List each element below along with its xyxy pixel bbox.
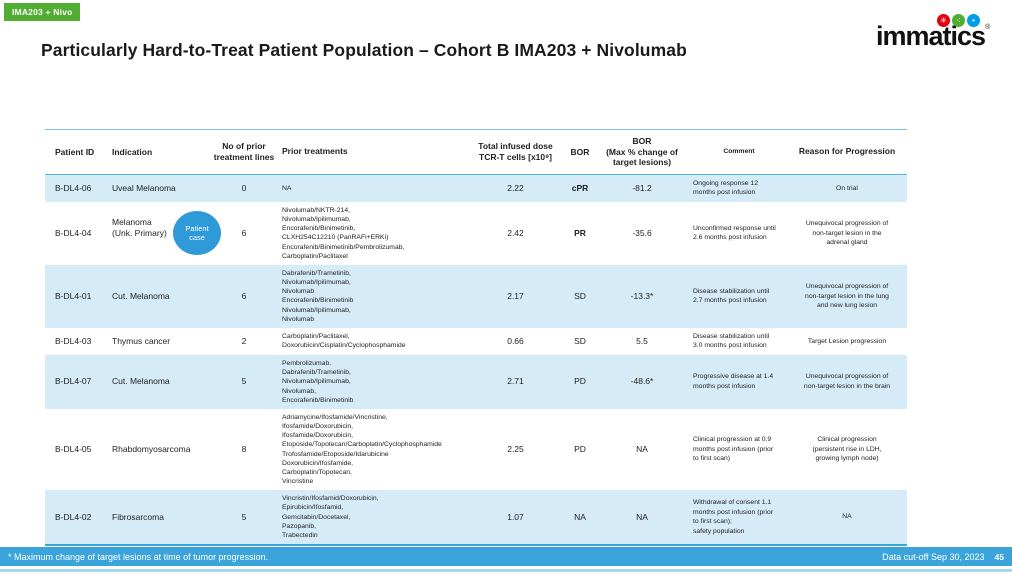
registered-mark: ®	[985, 24, 990, 31]
col-header-bor: BOR	[570, 146, 590, 157]
col-header-bor-change: BOR (Max % change of target lesions)	[606, 136, 678, 168]
comment-cell: Disease stabilization until 3.0 months p…	[693, 332, 770, 350]
bor-change-cell: 5.5	[636, 335, 648, 346]
col-header-comment: Comment	[723, 148, 755, 156]
reason-cell: NA	[842, 513, 852, 521]
bor-change-cell: -13.3*	[630, 290, 654, 301]
table-row: B-DL4-01 Cut. Melanoma 6 Dabrafenib/Tram…	[45, 264, 907, 328]
reason-cell: Clinical progression (persistent rise in…	[812, 436, 882, 463]
table-row: B-DL4-05 Rhabdomyosarcoma 8 Adriamycine/…	[45, 409, 907, 490]
bottom-accent-strip	[0, 569, 1012, 572]
comment-cell: Clinical progression at 0.9 months post …	[693, 436, 774, 463]
page-number: 45	[994, 551, 1004, 562]
immatics-logo: ✳ ⁖ • immatics®	[876, 14, 990, 51]
col-header-prior-treatments: Prior treatments	[282, 146, 348, 157]
reason-cell: Unequivocal progression of non-target le…	[805, 220, 889, 247]
bor-change-cell: NA	[636, 444, 648, 455]
logo-blue-dot-icon: •	[967, 14, 980, 27]
bor-cell: SD	[574, 335, 586, 346]
footer-bar: * Maximum change of target lesions at ti…	[0, 547, 1012, 566]
prior-treatments-cell: Dabrafenib/Trametinib, Nivolumab/Ipilimu…	[282, 269, 354, 323]
patient-id-cell: B-DL4-04	[55, 227, 92, 238]
prior-treatments-cell: Carboplatin/Paclitaxel, Doxorubicin/Cisp…	[282, 333, 406, 350]
patient-case-badge: Patient case	[173, 211, 221, 256]
prior-lines-cell: 8	[241, 444, 247, 455]
prior-lines-cell: 6	[241, 227, 247, 238]
logo-green-dot-icon: ⁖	[952, 14, 965, 27]
indication-cell: Fibrosarcoma	[112, 511, 164, 522]
logo-red-dot-icon: ✳	[937, 14, 950, 27]
patient-id-cell: B-DL4-07	[55, 376, 92, 387]
prior-lines-cell: 5	[241, 376, 247, 387]
footnote: * Maximum change of target lesions at ti…	[8, 551, 269, 562]
reason-cell: On trial	[836, 184, 858, 192]
prior-treatments-cell: NA	[282, 184, 292, 192]
prior-treatments-cell: Pembrolizumab, Dabrafenib/Trametinib, Ni…	[282, 360, 354, 404]
patient-table-wrapper: Patient ID Indication No of prior treatm…	[45, 129, 907, 546]
patient-id-cell: B-DL4-03	[55, 335, 92, 346]
logo-text: immatics®	[876, 21, 990, 51]
patient-id-cell: B-DL4-01	[55, 290, 92, 301]
bor-cell: PD	[574, 376, 586, 387]
table-header-row: Patient ID Indication No of prior treatm…	[45, 129, 907, 175]
prior-lines-cell: 5	[241, 511, 247, 522]
indication-cell: Cut. Melanoma	[112, 290, 170, 301]
indication-cell: Rhabdomyosarcoma	[112, 444, 191, 455]
col-header-dose: Total infused dose TCR-T cells [x10⁹]	[478, 141, 553, 162]
col-header-reason: Reason for Progression	[798, 145, 896, 156]
table-row: B-DL4-02 Fibrosarcoma 5 Vincristin/Ifosf…	[45, 490, 907, 546]
page-title: Particularly Hard-to-Treat Patient Popul…	[41, 40, 687, 60]
data-cutoff: Data cut-off Sep 30, 2023	[882, 551, 985, 562]
bor-change-cell: -48.6*	[630, 376, 654, 387]
col-header-patient-id: Patient ID	[55, 146, 95, 157]
dose-cell: 2.71	[507, 376, 524, 387]
patient-table: Patient ID Indication No of prior treatm…	[45, 129, 907, 546]
bor-cell: PD	[574, 444, 586, 455]
prior-lines-cell: 6	[241, 290, 247, 301]
bor-cell: PR	[574, 227, 586, 238]
dose-cell: 2.42	[507, 227, 524, 238]
comment-cell: Progressive disease at 1.4 months post i…	[693, 373, 774, 390]
dose-cell: 0.66	[507, 335, 524, 346]
indication-cell: Uveal Melanoma	[112, 182, 176, 193]
indication-cell: Cut. Melanoma	[112, 376, 170, 387]
comment-cell: Unconfirmed response until 2.6 months po…	[693, 224, 776, 242]
patient-id-cell: B-DL4-05	[55, 444, 92, 455]
reason-cell: Unequivocal progression of non-target le…	[805, 283, 889, 310]
comment-cell: Ongoing response 12 months post infusion	[693, 179, 758, 197]
prior-treatments-cell: Nivolumab/NKTR-214, Nivolumab/Ipilimumab…	[282, 206, 405, 260]
prior-treatments-cell: Adriamycine/Ifosfamide/Vincristine, Ifos…	[282, 413, 442, 486]
comment-cell: Disease stabilization until 2.7 months p…	[693, 287, 770, 305]
dose-cell: 2.25	[507, 444, 524, 455]
dose-cell: 2.17	[507, 290, 524, 301]
comment-cell: Withdrawal of consent 1.1 months post in…	[693, 499, 774, 535]
bor-cell: cPR	[571, 182, 589, 193]
prior-lines-cell: 2	[241, 335, 247, 346]
bor-change-cell: NA	[636, 511, 648, 522]
prior-treatments-cell: Vincristin/Ifosfamid/Doxorubicin, Epirub…	[282, 495, 379, 539]
patient-id-cell: B-DL4-02	[55, 511, 92, 522]
table-row: B-DL4-07 Cut. Melanoma 5 Pembrolizumab, …	[45, 355, 907, 409]
col-header-indication: Indication	[112, 146, 153, 157]
col-header-prior-lines: No of prior treatment lines	[213, 141, 275, 162]
logo-dots: ✳ ⁖ •	[876, 14, 980, 27]
bor-cell: SD	[574, 290, 586, 301]
prior-lines-cell: 0	[241, 182, 247, 193]
bor-change-cell: -35.6	[632, 227, 652, 238]
patient-id-cell: B-DL4-06	[55, 182, 92, 193]
bor-cell: NA	[574, 511, 586, 522]
table-row: B-DL4-04 Melanoma (Unk. Primary) Patient…	[45, 202, 907, 265]
indication-cell: Melanoma (Unk. Primary) Patient case	[105, 202, 221, 265]
bor-change-cell: -81.2	[632, 182, 652, 193]
dose-cell: 2.22	[507, 182, 524, 193]
reason-cell: Unequivocal progression of non-target le…	[803, 373, 891, 390]
table-row: B-DL4-03 Thymus cancer 2 Carboplatin/Pac…	[45, 328, 907, 355]
study-badge: IMA203 + Nivo	[4, 3, 81, 21]
reason-cell: Target Lesion progression	[807, 337, 887, 345]
table-row: B-DL4-06 Uveal Melanoma 0 NA 2.22 cPR -8…	[45, 174, 907, 202]
dose-cell: 1.07	[507, 511, 524, 522]
indication-cell: Thymus cancer	[112, 335, 171, 346]
